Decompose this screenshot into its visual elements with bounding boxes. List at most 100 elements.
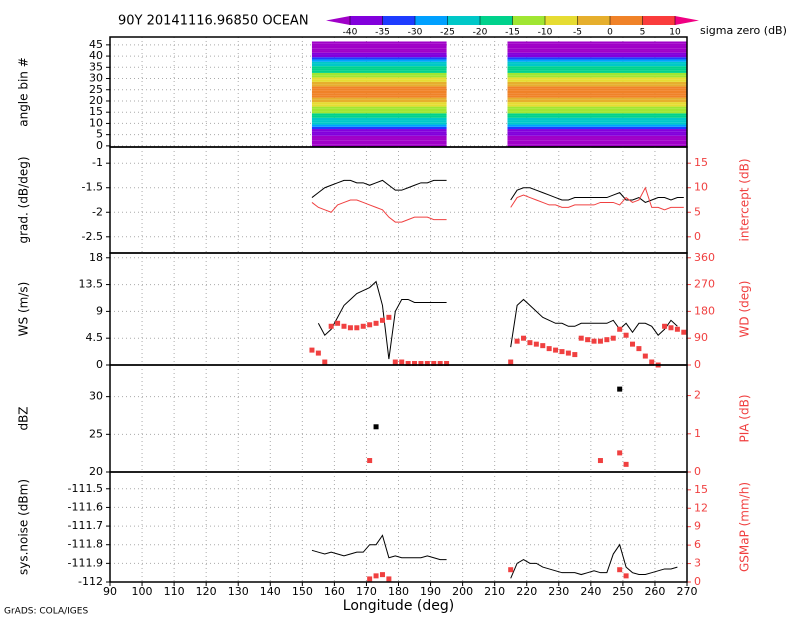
x-tick-label: 90 — [103, 585, 117, 598]
series-marker — [322, 359, 328, 365]
x-tick-label: 210 — [484, 585, 505, 598]
y2-axis-label: WD (deg) — [738, 281, 752, 338]
heatmap-cell — [507, 81, 687, 85]
x-tick-label: 140 — [260, 585, 281, 598]
y2-tick-label: 0 — [694, 465, 701, 478]
heatmap-cell — [507, 138, 687, 141]
heatmap-cell — [507, 140, 687, 143]
y2-tick-label: 0 — [694, 575, 701, 588]
series-marker — [623, 461, 629, 467]
y-tick-label: -2.5 — [82, 230, 103, 243]
series-marker — [623, 332, 629, 338]
series-marker — [508, 359, 514, 365]
y-tick-label: 18 — [89, 251, 103, 264]
heatmap-cell — [311, 129, 447, 132]
series-marker — [315, 350, 321, 356]
y-tick-label: 9 — [96, 304, 103, 317]
series-marker — [533, 341, 539, 347]
heatmap-cell — [507, 142, 687, 145]
series-marker — [360, 323, 366, 329]
y2-tick-label: 6 — [694, 538, 701, 551]
series-marker — [373, 320, 379, 326]
y-tick-label: 15 — [89, 105, 103, 118]
heatmap-cell — [507, 52, 687, 55]
heatmap-cell — [311, 104, 447, 107]
x-tick-label: 230 — [548, 585, 569, 598]
heatmap-cell — [507, 129, 687, 132]
heatmap-cell — [311, 122, 447, 125]
y-tick-label: 35 — [89, 60, 103, 73]
heatmap-cell — [507, 77, 687, 80]
colorbar-label: 5 — [640, 28, 646, 38]
y2-tick-label: 180 — [694, 304, 715, 317]
heatmap-cell — [507, 50, 687, 53]
heatmap-cell — [311, 59, 447, 62]
y2-tick-label: 0 — [694, 230, 701, 243]
heatmap-cell — [311, 115, 447, 118]
y-tick-label: 10 — [89, 116, 103, 129]
series-line — [510, 186, 684, 211]
y2-axis-label: GSMaP (mm/h) — [738, 482, 752, 572]
y-tick-label: 13.5 — [79, 278, 104, 291]
y-axis-label: grad. (dB/deg) — [17, 156, 31, 243]
series-marker — [597, 338, 603, 344]
series-marker — [553, 347, 559, 353]
series-marker — [585, 337, 591, 343]
heatmap-cell — [507, 90, 687, 94]
y-axis-label: WS (m/s) — [17, 282, 31, 337]
series-marker — [367, 322, 373, 328]
series-marker — [623, 573, 629, 579]
y2-tick-label: 360 — [694, 251, 715, 264]
y2-axis-label: PIA (dB) — [738, 394, 752, 442]
series-marker — [367, 458, 373, 464]
chart-title: 90Y 20141116.96850 OCEAN — [118, 14, 309, 29]
colorbar-label: -25 — [440, 28, 455, 38]
heatmap-cell — [311, 140, 447, 143]
heatmap-cell — [507, 104, 687, 107]
heatmap-cell — [507, 75, 687, 78]
series-marker — [341, 323, 347, 329]
colorbar-cell — [512, 16, 545, 25]
heatmap-cell — [507, 84, 687, 87]
series-marker — [559, 349, 565, 355]
heatmap-cell — [311, 111, 447, 114]
y2-tick-label: 3 — [694, 557, 701, 570]
colorbar-label: 0 — [607, 28, 613, 38]
heatmap-cell — [507, 54, 687, 58]
y-tick-label: -1.5 — [82, 181, 103, 194]
heatmap-cell — [507, 88, 687, 91]
heatmap-cell — [311, 99, 447, 103]
x-tick-label: 190 — [420, 585, 441, 598]
heatmap-cell — [311, 113, 447, 116]
series-marker — [347, 325, 353, 331]
series-marker — [418, 361, 424, 367]
heatmap-cell — [311, 102, 447, 105]
y-tick-label: 20 — [89, 465, 103, 478]
series-marker — [392, 359, 398, 365]
x-axis-label: Longitude (deg) — [343, 598, 454, 614]
heatmap-cell — [311, 75, 447, 78]
colorbar-cell — [415, 16, 448, 25]
series-marker — [335, 320, 341, 326]
series-marker — [412, 361, 418, 367]
series-marker — [597, 458, 603, 464]
series-marker — [527, 340, 533, 346]
heatmap-cell — [311, 79, 447, 82]
series-marker — [379, 572, 385, 578]
colorbar-title: sigma zero (dB) — [700, 24, 787, 37]
y-tick-label: 25 — [89, 427, 103, 440]
y2-tick-label: 90 — [694, 331, 708, 344]
colorbar-cell — [610, 16, 643, 25]
heatmap-cell — [311, 144, 447, 147]
heatmap-cell — [507, 108, 687, 112]
colorbar-cell — [480, 16, 513, 25]
x-tick-label: 100 — [132, 585, 153, 598]
heatmap-cell — [311, 142, 447, 145]
series-marker — [328, 323, 334, 329]
series-marker — [373, 573, 379, 579]
heatmap-cell — [507, 131, 687, 134]
y-tick-label: -2 — [92, 205, 103, 218]
heatmap-cell — [507, 102, 687, 105]
x-tick-label: 220 — [516, 585, 537, 598]
